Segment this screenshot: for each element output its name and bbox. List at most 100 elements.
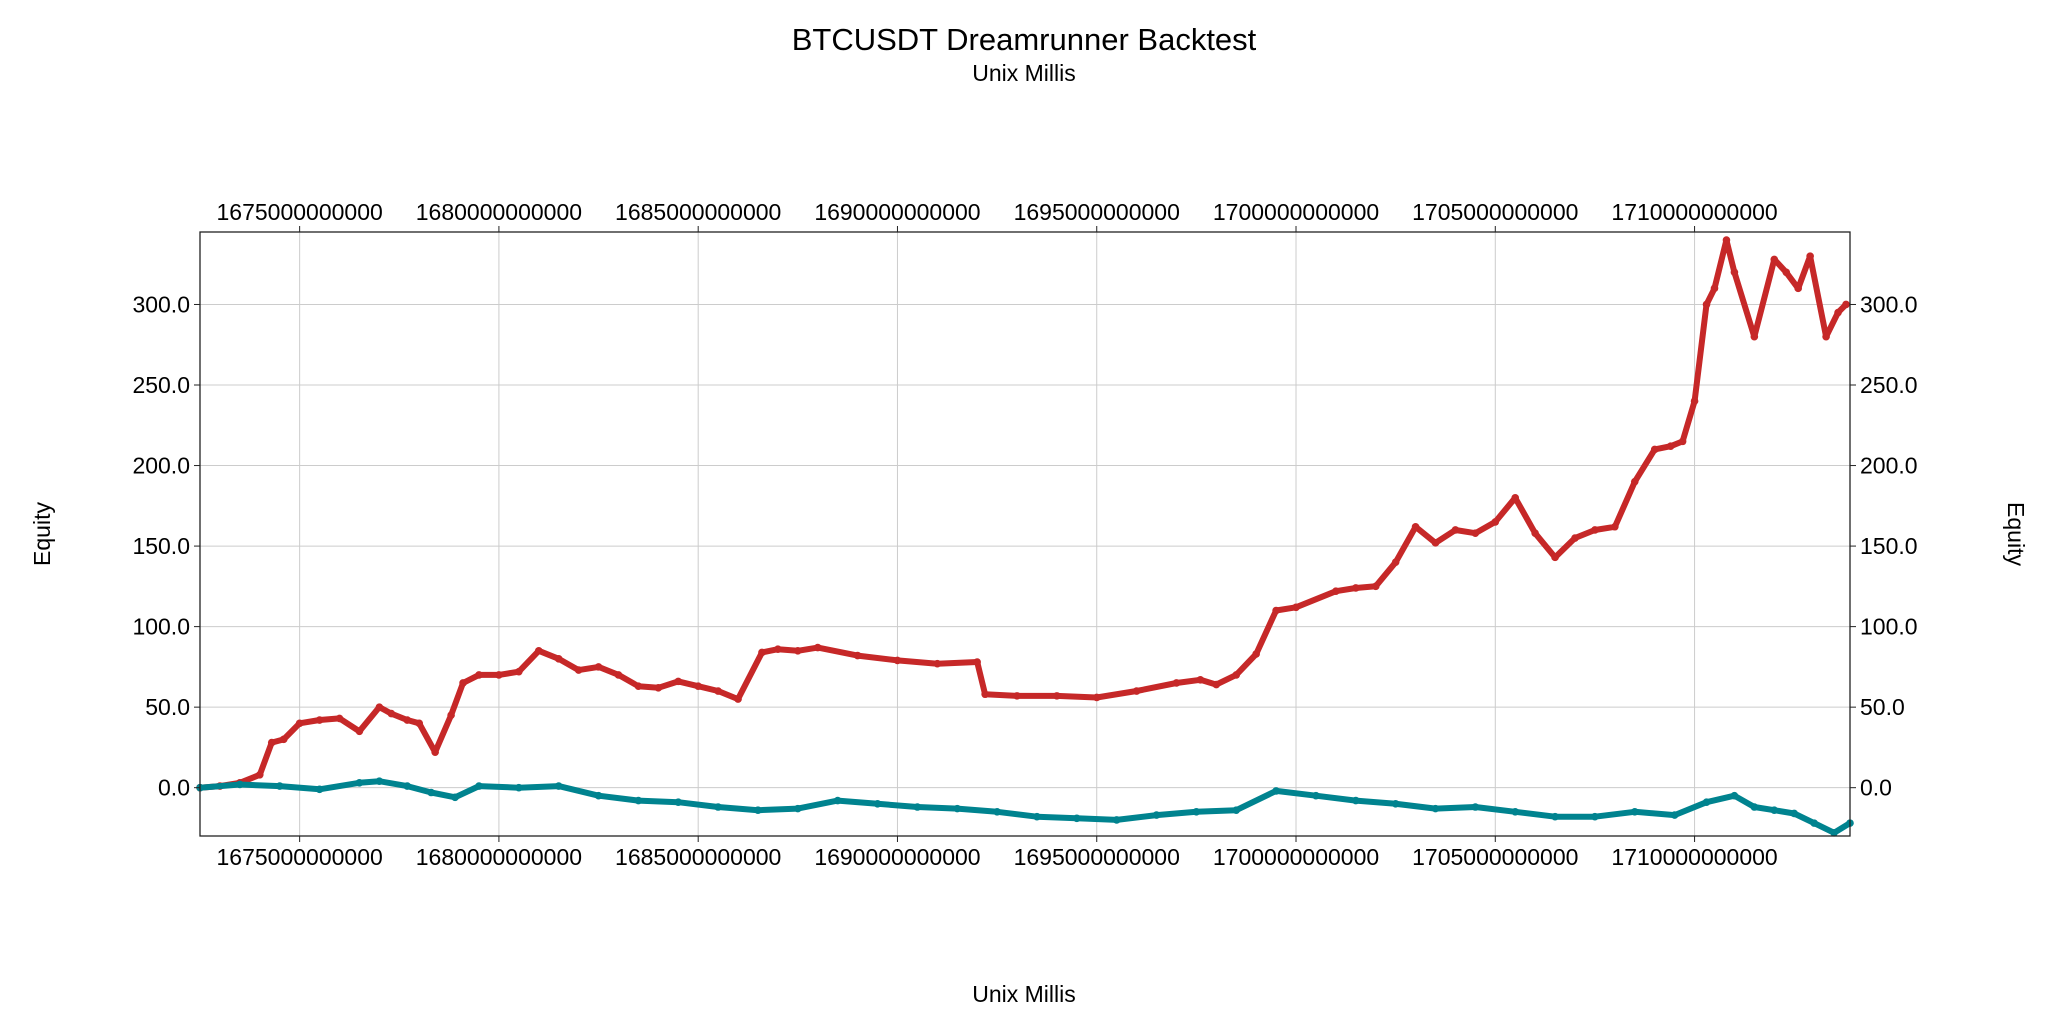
data-point	[674, 677, 683, 686]
data-point	[1053, 692, 1061, 700]
data-point	[993, 808, 1001, 816]
data-point	[554, 655, 563, 663]
x-tick-label-bottom: 1675000000000	[216, 844, 382, 870]
data-point	[873, 799, 882, 808]
y-tick-label-right: 200.0	[1860, 453, 1918, 479]
y-tick-label-right: 250.0	[1860, 372, 1918, 398]
data-point	[1531, 529, 1539, 537]
data-point	[794, 804, 802, 813]
data-point	[1730, 268, 1739, 277]
data-point	[1722, 236, 1731, 244]
data-point	[1611, 522, 1619, 531]
data-point	[1730, 791, 1739, 800]
data-point	[794, 646, 802, 655]
data-point	[415, 719, 424, 728]
data-point	[1252, 650, 1260, 658]
data-point	[1750, 332, 1759, 341]
y-tick-label-left: 200.0	[132, 453, 190, 479]
x-tick-label-top: 1680000000000	[416, 199, 582, 225]
series-layer	[196, 236, 1854, 837]
data-point	[953, 804, 962, 813]
data-point	[1842, 300, 1850, 309]
data-point	[714, 687, 722, 695]
data-point	[1431, 804, 1440, 813]
data-point	[634, 682, 643, 691]
data-point	[1750, 803, 1759, 811]
y-tick-label-right: 300.0	[1860, 291, 1918, 317]
data-point	[355, 779, 364, 787]
data-point	[427, 788, 435, 797]
data-point	[594, 663, 603, 671]
data-point	[933, 659, 942, 668]
y-tick-label-right: 100.0	[1860, 614, 1918, 640]
data-point	[1822, 332, 1830, 341]
data-point	[279, 735, 288, 744]
data-point	[1591, 812, 1599, 821]
data-point	[403, 782, 412, 790]
data-point	[1630, 808, 1639, 816]
data-point	[295, 719, 304, 728]
series-line	[197, 237, 1849, 791]
x-tick-label-top: 1710000000000	[1611, 199, 1777, 225]
y-tick-label-left: 250.0	[132, 372, 190, 398]
data-point	[1431, 539, 1440, 547]
data-point	[1232, 671, 1241, 679]
x-tick-label-bottom: 1690000000000	[814, 844, 980, 870]
tick-layer: 1675000000000 1675000000000 1680000000000 1…	[132, 199, 1917, 870]
data-point	[1650, 445, 1659, 454]
data-point	[1794, 284, 1802, 293]
data-point	[1491, 518, 1500, 526]
x-tick-label-top: 1695000000000	[1014, 199, 1180, 225]
data-point	[1670, 811, 1679, 819]
data-point	[1371, 582, 1380, 591]
data-point	[475, 782, 483, 790]
data-point	[1272, 606, 1280, 615]
data-point	[754, 806, 762, 815]
data-point	[1702, 300, 1711, 309]
data-point	[1630, 477, 1639, 486]
y-tick-label-left: 100.0	[132, 614, 190, 640]
data-point	[1292, 603, 1300, 612]
data-point	[1471, 529, 1480, 537]
data-point	[973, 658, 981, 666]
data-point	[674, 798, 683, 806]
data-point	[1132, 687, 1141, 695]
data-point	[267, 738, 276, 747]
data-point	[1172, 679, 1181, 687]
data-point	[813, 643, 822, 652]
data-point	[255, 770, 264, 779]
data-point	[758, 648, 766, 657]
data-point	[634, 796, 643, 805]
data-point	[315, 716, 324, 724]
data-point	[459, 679, 467, 687]
x-tick-label-bottom: 1680000000000	[416, 844, 582, 870]
data-point	[1033, 812, 1041, 821]
data-point	[1770, 806, 1779, 815]
data-point	[1112, 816, 1121, 824]
data-point	[1451, 526, 1460, 534]
x-tick-label-bottom: 1705000000000	[1412, 844, 1578, 870]
data-point	[335, 714, 344, 723]
data-point	[1232, 806, 1241, 815]
series-2	[196, 777, 1854, 837]
data-point	[1411, 522, 1420, 531]
data-point	[1332, 587, 1340, 595]
data-point	[614, 671, 623, 679]
data-point	[236, 780, 244, 789]
data-point	[1351, 584, 1360, 592]
data-point	[315, 785, 324, 794]
data-point	[1790, 809, 1799, 818]
y-tick-label-left: 150.0	[132, 533, 190, 559]
data-point	[1591, 526, 1599, 534]
data-point	[853, 651, 862, 660]
y-tick-label-right: 50.0	[1860, 694, 1905, 720]
data-point	[554, 782, 563, 790]
grid-lines	[200, 232, 1850, 836]
data-point	[387, 709, 396, 718]
data-point	[1152, 811, 1161, 819]
data-point	[1666, 442, 1675, 451]
data-point	[1710, 284, 1719, 293]
data-point	[1391, 558, 1400, 566]
data-point	[375, 777, 384, 786]
